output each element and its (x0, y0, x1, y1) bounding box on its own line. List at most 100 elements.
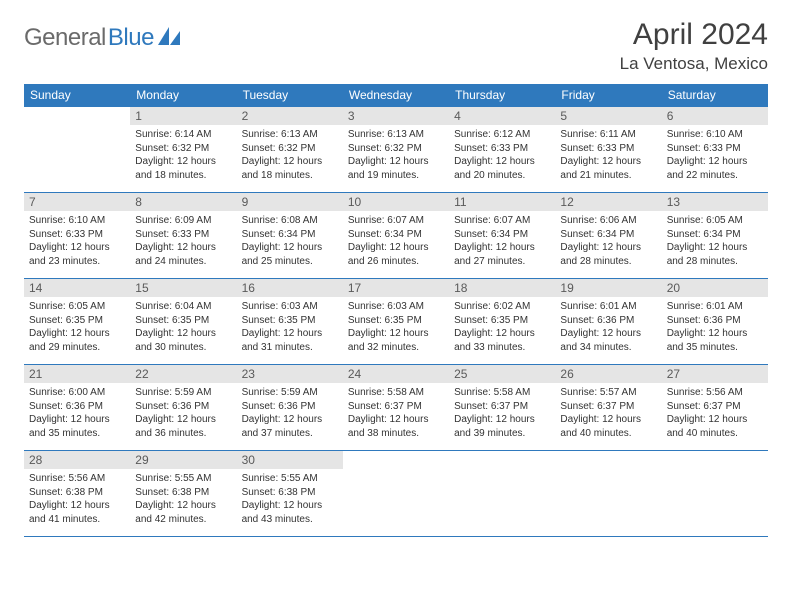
sunrise-text: Sunrise: 5:56 AM (667, 386, 763, 400)
calendar-cell: 9Sunrise: 6:08 AMSunset: 6:34 PMDaylight… (237, 193, 343, 279)
sunset-text: Sunset: 6:33 PM (135, 228, 231, 242)
sunset-text: Sunset: 6:32 PM (348, 142, 444, 156)
day-number: 20 (662, 279, 768, 297)
day-details: Sunrise: 6:09 AMSunset: 6:33 PMDaylight:… (130, 211, 236, 272)
sunrise-text: Sunrise: 5:56 AM (29, 472, 125, 486)
calendar-week: .1Sunrise: 6:14 AMSunset: 6:32 PMDayligh… (24, 107, 768, 193)
day-details: Sunrise: 6:01 AMSunset: 6:36 PMDaylight:… (662, 297, 768, 358)
day-details: Sunrise: 6:04 AMSunset: 6:35 PMDaylight:… (130, 297, 236, 358)
calendar-cell: 7Sunrise: 6:10 AMSunset: 6:33 PMDaylight… (24, 193, 130, 279)
sunset-text: Sunset: 6:38 PM (242, 486, 338, 500)
day-number: 15 (130, 279, 236, 297)
day-header: Tuesday (237, 84, 343, 107)
calendar-cell: 18Sunrise: 6:02 AMSunset: 6:35 PMDayligh… (449, 279, 555, 365)
calendar-cell: 10Sunrise: 6:07 AMSunset: 6:34 PMDayligh… (343, 193, 449, 279)
day-number: 6 (662, 107, 768, 125)
calendar-cell: . (343, 451, 449, 537)
day-details: Sunrise: 6:07 AMSunset: 6:34 PMDaylight:… (343, 211, 449, 272)
sunrise-text: Sunrise: 6:10 AM (667, 128, 763, 142)
day-number: 23 (237, 365, 343, 383)
daylight-text: Daylight: 12 hours and 40 minutes. (667, 413, 763, 440)
day-number: 12 (555, 193, 661, 211)
day-details: Sunrise: 5:58 AMSunset: 6:37 PMDaylight:… (449, 383, 555, 444)
calendar-week: 14Sunrise: 6:05 AMSunset: 6:35 PMDayligh… (24, 279, 768, 365)
day-number: 1 (130, 107, 236, 125)
calendar-cell: 5Sunrise: 6:11 AMSunset: 6:33 PMDaylight… (555, 107, 661, 193)
calendar-table: Sunday Monday Tuesday Wednesday Thursday… (24, 84, 768, 537)
sunset-text: Sunset: 6:33 PM (454, 142, 550, 156)
daylight-text: Daylight: 12 hours and 37 minutes. (242, 413, 338, 440)
calendar-cell: 6Sunrise: 6:10 AMSunset: 6:33 PMDaylight… (662, 107, 768, 193)
day-number: 5 (555, 107, 661, 125)
sunset-text: Sunset: 6:35 PM (454, 314, 550, 328)
calendar-week: 28Sunrise: 5:56 AMSunset: 6:38 PMDayligh… (24, 451, 768, 537)
sunrise-text: Sunrise: 5:55 AM (135, 472, 231, 486)
calendar-cell: 14Sunrise: 6:05 AMSunset: 6:35 PMDayligh… (24, 279, 130, 365)
daylight-text: Daylight: 12 hours and 31 minutes. (242, 327, 338, 354)
day-number: 7 (24, 193, 130, 211)
daylight-text: Daylight: 12 hours and 18 minutes. (135, 155, 231, 182)
sunrise-text: Sunrise: 6:01 AM (560, 300, 656, 314)
calendar-cell: 2Sunrise: 6:13 AMSunset: 6:32 PMDaylight… (237, 107, 343, 193)
sunset-text: Sunset: 6:34 PM (242, 228, 338, 242)
sunset-text: Sunset: 6:34 PM (348, 228, 444, 242)
sunset-text: Sunset: 6:37 PM (454, 400, 550, 414)
sunset-text: Sunset: 6:36 PM (135, 400, 231, 414)
calendar-cell: 22Sunrise: 5:59 AMSunset: 6:36 PMDayligh… (130, 365, 236, 451)
sunrise-text: Sunrise: 6:01 AM (667, 300, 763, 314)
calendar-cell: 16Sunrise: 6:03 AMSunset: 6:35 PMDayligh… (237, 279, 343, 365)
sunrise-text: Sunrise: 5:59 AM (242, 386, 338, 400)
daylight-text: Daylight: 12 hours and 20 minutes. (454, 155, 550, 182)
day-details: Sunrise: 6:13 AMSunset: 6:32 PMDaylight:… (343, 125, 449, 186)
calendar-cell: 3Sunrise: 6:13 AMSunset: 6:32 PMDaylight… (343, 107, 449, 193)
calendar-cell: 15Sunrise: 6:04 AMSunset: 6:35 PMDayligh… (130, 279, 236, 365)
day-number: 26 (555, 365, 661, 383)
sunrise-text: Sunrise: 6:07 AM (454, 214, 550, 228)
day-details: Sunrise: 6:14 AMSunset: 6:32 PMDaylight:… (130, 125, 236, 186)
sunrise-text: Sunrise: 5:58 AM (454, 386, 550, 400)
sunrise-text: Sunrise: 6:03 AM (242, 300, 338, 314)
sunset-text: Sunset: 6:34 PM (667, 228, 763, 242)
sunset-text: Sunset: 6:38 PM (135, 486, 231, 500)
month-title: April 2024 (620, 18, 768, 52)
sunrise-text: Sunrise: 5:58 AM (348, 386, 444, 400)
logo-word-1: General (24, 24, 106, 52)
day-details: Sunrise: 5:57 AMSunset: 6:37 PMDaylight:… (555, 383, 661, 444)
daylight-text: Daylight: 12 hours and 24 minutes. (135, 241, 231, 268)
day-details: Sunrise: 5:55 AMSunset: 6:38 PMDaylight:… (237, 469, 343, 530)
day-details: Sunrise: 6:11 AMSunset: 6:33 PMDaylight:… (555, 125, 661, 186)
sunset-text: Sunset: 6:37 PM (560, 400, 656, 414)
sunset-text: Sunset: 6:32 PM (135, 142, 231, 156)
day-details: Sunrise: 6:01 AMSunset: 6:36 PMDaylight:… (555, 297, 661, 358)
daylight-text: Daylight: 12 hours and 33 minutes. (454, 327, 550, 354)
day-number: 8 (130, 193, 236, 211)
calendar-cell: 19Sunrise: 6:01 AMSunset: 6:36 PMDayligh… (555, 279, 661, 365)
sunrise-text: Sunrise: 6:02 AM (454, 300, 550, 314)
sunset-text: Sunset: 6:33 PM (560, 142, 656, 156)
day-number: 24 (343, 365, 449, 383)
day-header: Monday (130, 84, 236, 107)
calendar-cell: 27Sunrise: 5:56 AMSunset: 6:37 PMDayligh… (662, 365, 768, 451)
daylight-text: Daylight: 12 hours and 42 minutes. (135, 499, 231, 526)
location-label: La Ventosa, Mexico (620, 54, 768, 74)
day-details: Sunrise: 6:06 AMSunset: 6:34 PMDaylight:… (555, 211, 661, 272)
sunrise-text: Sunrise: 5:55 AM (242, 472, 338, 486)
day-details: Sunrise: 6:10 AMSunset: 6:33 PMDaylight:… (662, 125, 768, 186)
sunrise-text: Sunrise: 6:11 AM (560, 128, 656, 142)
day-number: 29 (130, 451, 236, 469)
calendar-cell: 24Sunrise: 5:58 AMSunset: 6:37 PMDayligh… (343, 365, 449, 451)
day-details: Sunrise: 6:02 AMSunset: 6:35 PMDaylight:… (449, 297, 555, 358)
daylight-text: Daylight: 12 hours and 25 minutes. (242, 241, 338, 268)
sunrise-text: Sunrise: 5:59 AM (135, 386, 231, 400)
logo: GeneralBlue (24, 18, 180, 52)
day-number: 13 (662, 193, 768, 211)
calendar-body: .1Sunrise: 6:14 AMSunset: 6:32 PMDayligh… (24, 107, 768, 537)
title-block: April 2024 La Ventosa, Mexico (620, 18, 768, 74)
sunset-text: Sunset: 6:35 PM (29, 314, 125, 328)
calendar-cell: . (662, 451, 768, 537)
sunset-text: Sunset: 6:33 PM (667, 142, 763, 156)
sunset-text: Sunset: 6:34 PM (454, 228, 550, 242)
daylight-text: Daylight: 12 hours and 22 minutes. (667, 155, 763, 182)
sunrise-text: Sunrise: 6:14 AM (135, 128, 231, 142)
sunset-text: Sunset: 6:37 PM (348, 400, 444, 414)
